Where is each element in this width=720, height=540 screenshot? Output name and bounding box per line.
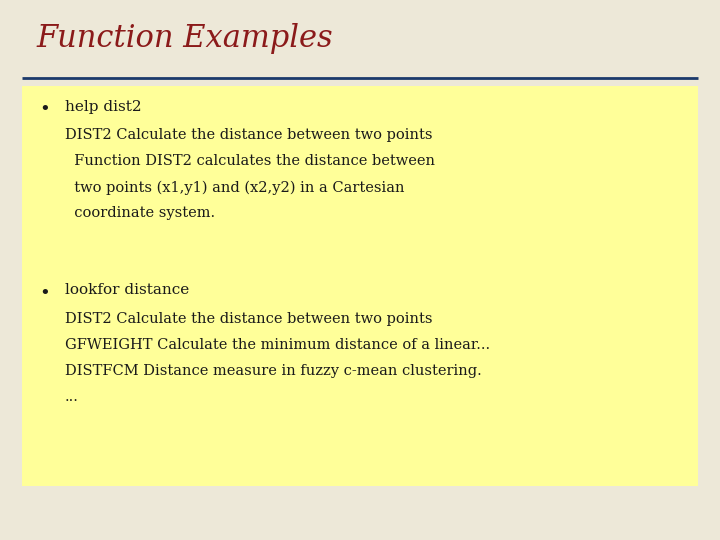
- Text: Function DIST2 calculates the distance between: Function DIST2 calculates the distance b…: [65, 154, 435, 168]
- Text: two points (x1,y1) and (x2,y2) in a Cartesian: two points (x1,y1) and (x2,y2) in a Cart…: [65, 180, 405, 194]
- Text: Function Examples: Function Examples: [36, 23, 333, 54]
- Text: GFWEIGHT Calculate the minimum distance of a linear...: GFWEIGHT Calculate the minimum distance …: [65, 338, 490, 352]
- Text: coordinate system.: coordinate system.: [65, 206, 215, 220]
- Text: DISTFCM Distance measure in fuzzy c-mean clustering.: DISTFCM Distance measure in fuzzy c-mean…: [65, 364, 482, 378]
- Text: DIST2 Calculate the distance between two points: DIST2 Calculate the distance between two…: [65, 129, 432, 143]
- Text: •: •: [40, 100, 50, 118]
- FancyBboxPatch shape: [22, 86, 698, 486]
- Text: lookfor distance: lookfor distance: [65, 284, 189, 298]
- Text: •: •: [40, 284, 50, 301]
- Text: DIST2 Calculate the distance between two points: DIST2 Calculate the distance between two…: [65, 312, 432, 326]
- Text: ...: ...: [65, 390, 78, 404]
- Text: help dist2: help dist2: [65, 100, 141, 114]
